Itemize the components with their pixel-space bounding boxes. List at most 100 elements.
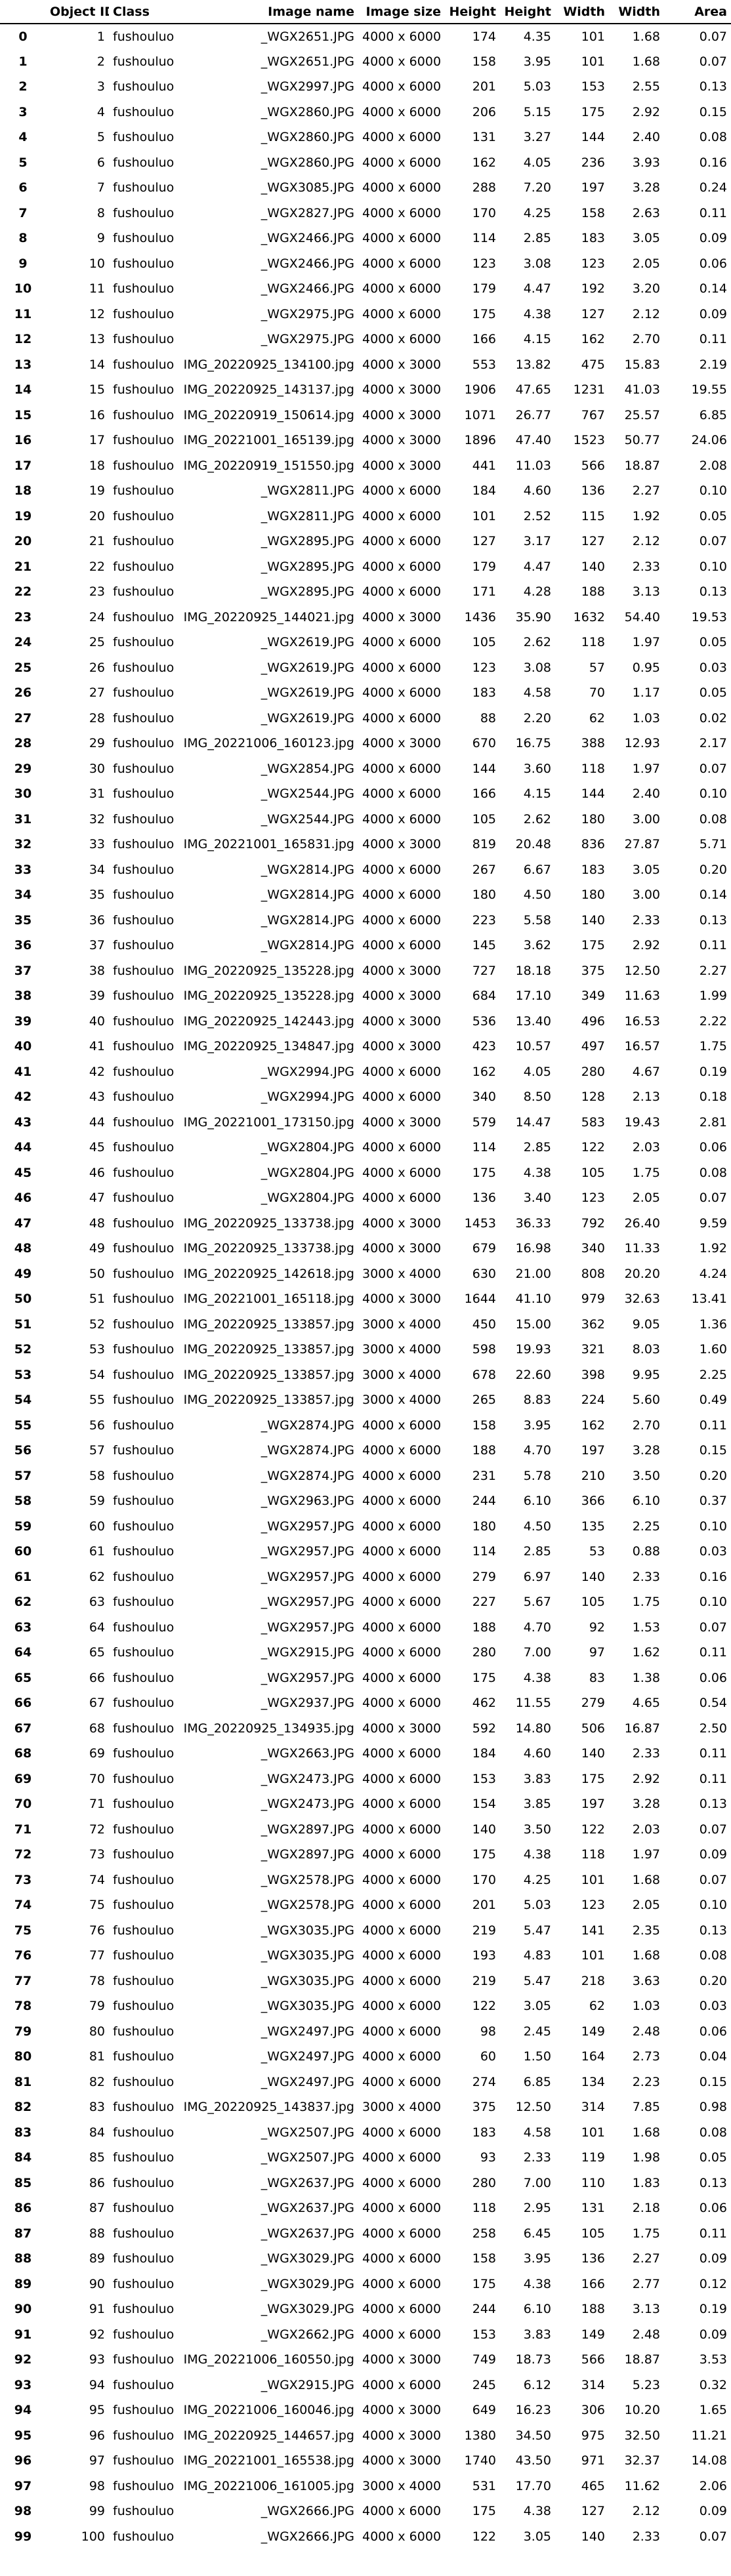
header-area: Area bbox=[664, 0, 731, 24]
object-id-cell: 51 bbox=[89, 1292, 105, 1307]
height-px-cell: 174 bbox=[472, 29, 496, 44]
row-index-cell: 77 bbox=[14, 1973, 32, 1988]
row-index-cell: 41 bbox=[14, 1064, 32, 1079]
width-px-cell: 153 bbox=[581, 79, 605, 94]
height-px-cell: 170 bbox=[472, 205, 496, 220]
width-pct-cell: 19.43 bbox=[624, 1114, 660, 1130]
table-row: 97 98 fushouluo IMG_20221006_161005.jpg 3000… bbox=[0, 2474, 731, 2499]
height-pct-cell: 4.25 bbox=[523, 205, 551, 220]
height-px-cell: 531 bbox=[472, 2478, 496, 2493]
height-px-cell: 193 bbox=[472, 1948, 496, 1963]
table-row: 37 38 fushouluo IMG_20220925_135228.jpg 4000… bbox=[0, 958, 731, 984]
object-id-cell: 23 bbox=[89, 584, 105, 600]
image-name-cell: _WGX2963.JPG bbox=[261, 1494, 354, 1509]
row-index-cell: 36 bbox=[14, 938, 32, 953]
height-px-cell: 145 bbox=[472, 938, 496, 953]
area-cell: 2.50 bbox=[699, 1721, 727, 1736]
height-pct-cell: 3.95 bbox=[523, 1418, 551, 1433]
height-pct-cell: 2.85 bbox=[523, 231, 551, 246]
height-pct-cell: 2.62 bbox=[523, 811, 551, 827]
row-index-cell: 23 bbox=[14, 609, 32, 624]
height-px-cell: 180 bbox=[472, 888, 496, 903]
height-px-cell: 462 bbox=[472, 1696, 496, 1711]
width-px-cell: 97 bbox=[589, 1645, 605, 1660]
height-pct-cell: 4.05 bbox=[523, 1064, 551, 1079]
object-id-cell: 11 bbox=[89, 281, 105, 296]
height-pct-cell: 4.47 bbox=[523, 281, 551, 296]
width-pct-cell: 2.13 bbox=[632, 1090, 660, 1105]
height-px-cell: 598 bbox=[472, 1342, 496, 1357]
row-index-cell: 25 bbox=[14, 660, 32, 675]
image-name-cell: _WGX2578.JPG bbox=[261, 1898, 354, 1913]
image-name-cell: _WGX2895.JPG bbox=[261, 584, 354, 600]
area-cell: 0.11 bbox=[699, 205, 727, 220]
row-index-cell: 4 bbox=[18, 130, 28, 145]
row-index-cell: 47 bbox=[14, 1216, 32, 1231]
width-px-cell: 105 bbox=[581, 1595, 605, 1610]
table-row: 17 18 fushouluo IMG_20220919_151550.jpg 4000… bbox=[0, 453, 731, 479]
object-id-cell: 91 bbox=[89, 2302, 105, 2317]
width-px-cell: 183 bbox=[581, 862, 605, 877]
row-index-cell: 81 bbox=[14, 2074, 32, 2089]
table-row: 31 32 fushouluo _WGX2544.JPG 4000 x 6000 105 2… bbox=[0, 807, 731, 832]
object-id-cell: 20 bbox=[89, 508, 105, 523]
area-cell: 0.05 bbox=[699, 508, 727, 523]
image-size-cell: 3000 x 4000 bbox=[362, 1367, 442, 1382]
height-pct-cell: 26.77 bbox=[515, 407, 551, 422]
row-index-cell: 76 bbox=[14, 1948, 32, 1963]
height-pct-cell: 6.12 bbox=[523, 2377, 551, 2392]
height-px-cell: 153 bbox=[472, 1771, 496, 1786]
height-pct-cell: 5.78 bbox=[523, 1468, 551, 1483]
table-row: 54 55 fushouluo IMG_20220925_133857.jpg 3000… bbox=[0, 1387, 731, 1413]
image-name-cell: _WGX3085.JPG bbox=[261, 180, 354, 195]
class-cell: fushouluo bbox=[113, 534, 175, 549]
height-pct-cell: 3.08 bbox=[523, 660, 551, 675]
image-name-cell: _WGX2860.JPG bbox=[261, 104, 354, 119]
image-name-cell: _WGX2937.JPG bbox=[261, 1696, 354, 1711]
class-cell: fushouluo bbox=[113, 1013, 175, 1029]
object-id-cell: 53 bbox=[89, 1342, 105, 1357]
object-id-cell: 12 bbox=[89, 306, 105, 321]
image-name-cell: _WGX2663.JPG bbox=[261, 1746, 354, 1761]
width-pct-cell: 11.63 bbox=[624, 989, 660, 1004]
area-cell: 0.09 bbox=[699, 231, 727, 246]
width-pct-cell: 3.13 bbox=[632, 2302, 660, 2317]
class-cell: fushouluo bbox=[113, 963, 175, 978]
area-cell: 0.08 bbox=[699, 811, 727, 827]
height-px-cell: 206 bbox=[472, 104, 496, 119]
area-cell: 0.20 bbox=[699, 1973, 727, 1988]
image-name-cell: _WGX3029.JPG bbox=[261, 2251, 354, 2266]
area-cell: 0.13 bbox=[699, 1923, 727, 1938]
height-pct-cell: 2.85 bbox=[523, 1544, 551, 1559]
width-pct-cell: 2.70 bbox=[632, 332, 660, 347]
object-id-cell: 27 bbox=[89, 685, 105, 701]
object-id-cell: 29 bbox=[89, 736, 105, 751]
image-size-cell: 4000 x 6000 bbox=[362, 811, 442, 827]
table-row: 46 47 fushouluo _WGX2804.JPG 4000 x 6000 136 3… bbox=[0, 1185, 731, 1211]
table-row: 68 69 fushouluo _WGX2663.JPG 4000 x 6000 184 4… bbox=[0, 1741, 731, 1767]
height-pct-cell: 11.03 bbox=[515, 458, 551, 473]
object-id-cell: 30 bbox=[89, 761, 105, 776]
image-size-cell: 4000 x 6000 bbox=[362, 29, 442, 44]
row-index-cell: 98 bbox=[14, 2504, 32, 2519]
width-pct-cell: 2.12 bbox=[632, 2504, 660, 2519]
area-cell: 0.10 bbox=[699, 1898, 727, 1913]
height-pct-cell: 4.60 bbox=[523, 1746, 551, 1761]
row-index-cell: 10 bbox=[14, 281, 32, 296]
width-px-cell: 340 bbox=[581, 1241, 605, 1256]
image-size-cell: 4000 x 6000 bbox=[362, 332, 442, 347]
object-id-cell: 10 bbox=[89, 256, 105, 271]
row-index-cell: 39 bbox=[14, 1013, 32, 1029]
row-index-cell: 37 bbox=[14, 963, 32, 978]
class-cell: fushouluo bbox=[113, 837, 175, 852]
height-pct-cell: 5.47 bbox=[523, 1973, 551, 1988]
area-cell: 0.20 bbox=[699, 1468, 727, 1483]
width-px-cell: 92 bbox=[589, 1620, 605, 1635]
object-id-cell: 35 bbox=[89, 888, 105, 903]
width-pct-cell: 9.95 bbox=[632, 1367, 660, 1382]
class-cell: fushouluo bbox=[113, 2201, 175, 2216]
table-row: 58 59 fushouluo _WGX2963.JPG 4000 x 6000 244 6… bbox=[0, 1488, 731, 1514]
image-size-cell: 4000 x 6000 bbox=[362, 787, 442, 802]
height-px-cell: 219 bbox=[472, 1923, 496, 1938]
width-pct-cell: 2.33 bbox=[632, 559, 660, 574]
